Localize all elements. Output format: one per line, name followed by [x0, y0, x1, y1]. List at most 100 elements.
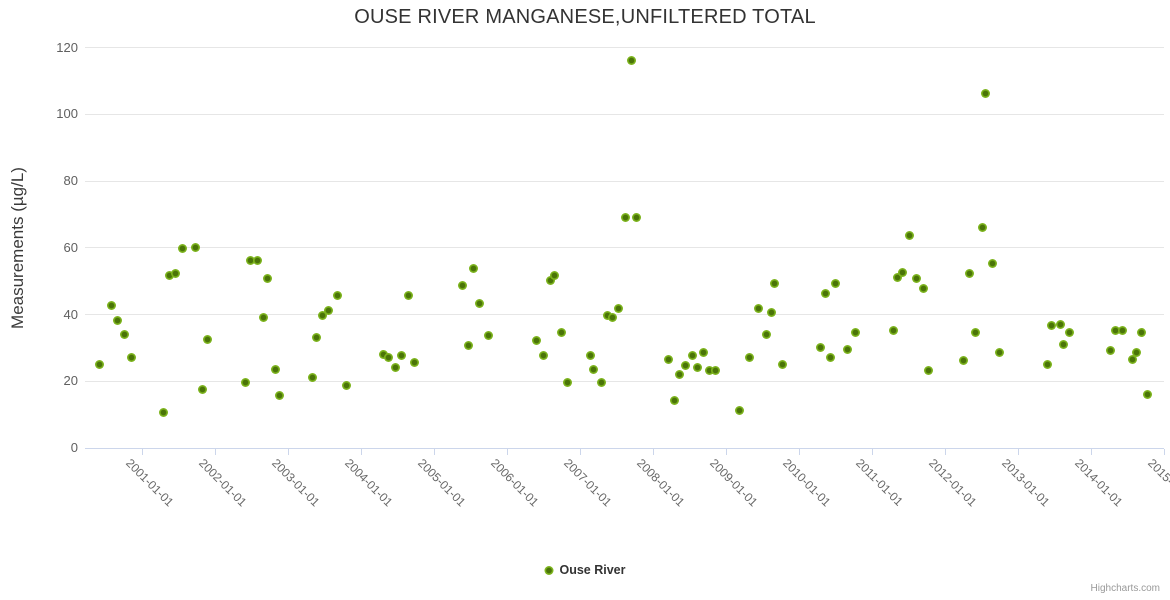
data-point[interactable]: [971, 327, 981, 337]
data-point[interactable]: [987, 259, 997, 269]
data-point[interactable]: [981, 89, 991, 99]
data-point[interactable]: [164, 271, 174, 281]
data-point[interactable]: [531, 336, 541, 346]
data-point[interactable]: [1143, 389, 1153, 399]
data-point[interactable]: [545, 276, 555, 286]
data-point[interactable]: [323, 306, 333, 316]
data-point[interactable]: [317, 311, 327, 321]
data-point[interactable]: [1128, 354, 1138, 364]
data-point[interactable]: [602, 311, 612, 321]
data-point[interactable]: [178, 244, 188, 254]
data-point[interactable]: [1132, 347, 1142, 357]
data-point[interactable]: [263, 274, 273, 284]
data-point[interactable]: [113, 316, 123, 326]
data-point[interactable]: [905, 231, 915, 241]
data-point[interactable]: [958, 356, 968, 366]
data-point[interactable]: [484, 331, 494, 341]
data-point[interactable]: [384, 352, 394, 362]
legend-item-ouse-river[interactable]: Ouse River: [544, 563, 626, 577]
data-point[interactable]: [831, 279, 840, 289]
data-point[interactable]: [311, 332, 321, 342]
data-point[interactable]: [705, 366, 715, 376]
data-point[interactable]: [674, 369, 684, 379]
data-point[interactable]: [893, 272, 903, 282]
data-point[interactable]: [754, 304, 764, 314]
data-point[interactable]: [889, 326, 899, 336]
data-point[interactable]: [539, 351, 548, 361]
data-point[interactable]: [851, 327, 861, 337]
data-point[interactable]: [379, 349, 389, 359]
data-point[interactable]: [965, 269, 975, 279]
data-point[interactable]: [1106, 346, 1116, 356]
data-point[interactable]: [1042, 359, 1052, 369]
data-point[interactable]: [106, 301, 116, 311]
data-point[interactable]: [923, 366, 933, 376]
data-point[interactable]: [626, 55, 636, 65]
data-point[interactable]: [693, 362, 703, 372]
data-point[interactable]: [271, 364, 281, 374]
data-point[interactable]: [815, 342, 825, 352]
data-point[interactable]: [777, 359, 787, 369]
data-point[interactable]: [563, 377, 573, 387]
data-point[interactable]: [1059, 339, 1069, 349]
data-point[interactable]: [761, 329, 771, 339]
data-point[interactable]: [1047, 321, 1057, 331]
data-point[interactable]: [820, 289, 830, 299]
data-point[interactable]: [474, 299, 484, 309]
data-point[interactable]: [766, 307, 776, 317]
data-point[interactable]: [457, 281, 467, 291]
data-point[interactable]: [698, 347, 708, 357]
credits-link[interactable]: Highcharts.com: [1090, 583, 1160, 594]
data-point[interactable]: [670, 396, 680, 406]
data-point[interactable]: [198, 384, 208, 394]
data-point[interactable]: [203, 334, 213, 344]
data-point[interactable]: [333, 291, 343, 301]
data-point[interactable]: [1117, 326, 1127, 336]
data-point[interactable]: [663, 354, 673, 364]
data-point[interactable]: [978, 222, 988, 232]
data-point[interactable]: [681, 361, 691, 371]
data-point[interactable]: [403, 291, 413, 301]
data-point[interactable]: [632, 212, 642, 222]
data-point[interactable]: [769, 279, 779, 289]
data-point[interactable]: [898, 267, 908, 277]
data-point[interactable]: [159, 407, 169, 417]
data-point[interactable]: [308, 372, 318, 382]
data-point[interactable]: [259, 312, 269, 322]
data-point[interactable]: [557, 327, 567, 337]
data-point[interactable]: [549, 271, 559, 281]
data-point[interactable]: [614, 304, 624, 314]
data-point[interactable]: [409, 357, 419, 367]
data-point[interactable]: [825, 352, 835, 362]
data-point[interactable]: [994, 347, 1004, 357]
data-point[interactable]: [710, 366, 720, 376]
data-point[interactable]: [608, 312, 618, 322]
data-point[interactable]: [1111, 326, 1121, 336]
data-point[interactable]: [918, 284, 928, 294]
data-point[interactable]: [585, 351, 595, 361]
data-point[interactable]: [95, 359, 105, 369]
data-point[interactable]: [463, 341, 473, 351]
data-point[interactable]: [843, 344, 853, 354]
data-point[interactable]: [1136, 327, 1146, 337]
data-point[interactable]: [390, 362, 400, 372]
data-point[interactable]: [621, 212, 631, 222]
data-point[interactable]: [252, 256, 262, 266]
data-point[interactable]: [119, 329, 129, 339]
data-point[interactable]: [1055, 319, 1065, 329]
data-point[interactable]: [596, 377, 606, 387]
data-point[interactable]: [190, 242, 200, 252]
data-point[interactable]: [171, 269, 181, 279]
data-point[interactable]: [1065, 327, 1075, 337]
data-point[interactable]: [734, 406, 744, 416]
data-point[interactable]: [744, 352, 754, 362]
data-point[interactable]: [127, 352, 137, 362]
data-point[interactable]: [275, 391, 285, 401]
data-point[interactable]: [245, 256, 255, 266]
data-point[interactable]: [468, 264, 478, 274]
data-point[interactable]: [687, 351, 697, 361]
data-point[interactable]: [396, 351, 406, 361]
data-point[interactable]: [341, 381, 351, 391]
data-point[interactable]: [589, 364, 599, 374]
data-point[interactable]: [241, 377, 251, 387]
